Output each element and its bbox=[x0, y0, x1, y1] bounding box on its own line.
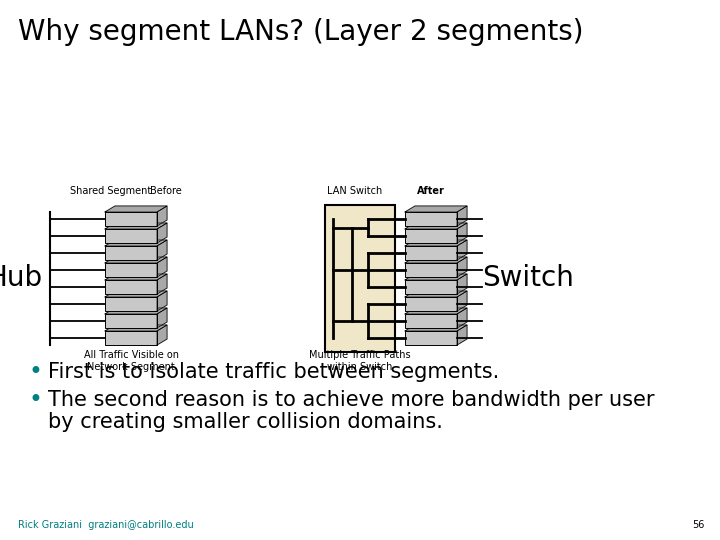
Bar bbox=[105, 297, 157, 311]
Text: Rick Graziani  graziani@cabrillo.edu: Rick Graziani graziani@cabrillo.edu bbox=[18, 520, 194, 530]
Polygon shape bbox=[457, 291, 467, 311]
Polygon shape bbox=[405, 325, 467, 331]
Text: First is to isolate traffic between segments.: First is to isolate traffic between segm… bbox=[48, 362, 499, 382]
Bar bbox=[405, 229, 457, 243]
Polygon shape bbox=[457, 223, 467, 243]
Bar bbox=[105, 314, 157, 328]
Polygon shape bbox=[457, 240, 467, 260]
Polygon shape bbox=[405, 308, 467, 314]
Bar bbox=[325, 205, 395, 352]
Bar bbox=[105, 229, 157, 243]
Polygon shape bbox=[157, 257, 167, 277]
Polygon shape bbox=[157, 223, 167, 243]
Polygon shape bbox=[157, 274, 167, 294]
Polygon shape bbox=[105, 325, 167, 331]
Polygon shape bbox=[405, 206, 467, 212]
Bar bbox=[405, 331, 457, 345]
Bar bbox=[105, 280, 157, 294]
Polygon shape bbox=[157, 240, 167, 260]
Bar bbox=[405, 246, 457, 260]
Polygon shape bbox=[405, 223, 467, 229]
Polygon shape bbox=[457, 257, 467, 277]
Bar bbox=[105, 263, 157, 277]
Polygon shape bbox=[105, 274, 167, 280]
Polygon shape bbox=[405, 240, 467, 246]
Bar bbox=[405, 314, 457, 328]
Text: •: • bbox=[28, 388, 42, 412]
Bar bbox=[105, 331, 157, 345]
Bar bbox=[405, 212, 457, 226]
Text: •: • bbox=[28, 360, 42, 384]
Text: The second reason is to achieve more bandwidth per user: The second reason is to achieve more ban… bbox=[48, 390, 654, 410]
Text: 56: 56 bbox=[693, 520, 705, 530]
Polygon shape bbox=[457, 274, 467, 294]
Bar bbox=[405, 297, 457, 311]
Polygon shape bbox=[105, 223, 167, 229]
Polygon shape bbox=[405, 291, 467, 297]
Polygon shape bbox=[405, 274, 467, 280]
Bar bbox=[405, 280, 457, 294]
Text: Shared Segment: Shared Segment bbox=[71, 186, 152, 196]
Polygon shape bbox=[457, 206, 467, 226]
Text: Switch: Switch bbox=[482, 265, 574, 293]
Text: Before: Before bbox=[150, 186, 182, 196]
Polygon shape bbox=[105, 291, 167, 297]
Text: All Traffic Visible on
Network Segment: All Traffic Visible on Network Segment bbox=[84, 350, 179, 372]
Text: Hub: Hub bbox=[0, 265, 42, 293]
Polygon shape bbox=[105, 240, 167, 246]
Text: LAN Switch: LAN Switch bbox=[328, 186, 382, 196]
Text: After: After bbox=[417, 186, 445, 196]
Bar bbox=[405, 263, 457, 277]
Polygon shape bbox=[105, 206, 167, 212]
Bar bbox=[105, 212, 157, 226]
Polygon shape bbox=[157, 206, 167, 226]
Polygon shape bbox=[105, 257, 167, 263]
Polygon shape bbox=[157, 291, 167, 311]
Polygon shape bbox=[405, 257, 467, 263]
Polygon shape bbox=[457, 308, 467, 328]
Text: by creating smaller collision domains.: by creating smaller collision domains. bbox=[48, 412, 443, 432]
Bar bbox=[105, 246, 157, 260]
Polygon shape bbox=[157, 325, 167, 345]
Polygon shape bbox=[157, 308, 167, 328]
Polygon shape bbox=[105, 308, 167, 314]
Text: Why segment LANs? (Layer 2 segments): Why segment LANs? (Layer 2 segments) bbox=[18, 18, 583, 46]
Polygon shape bbox=[457, 325, 467, 345]
Text: Multiple Traffic Paths
within Switch: Multiple Traffic Paths within Switch bbox=[309, 350, 411, 372]
